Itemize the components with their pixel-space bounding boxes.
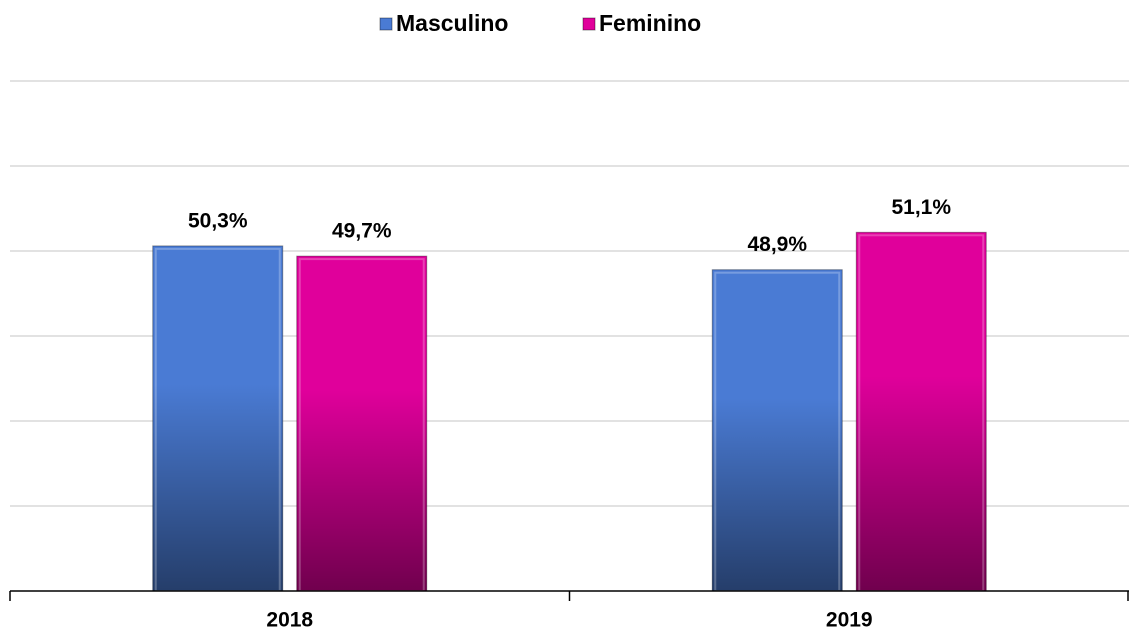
data-label: 51,1%: [891, 196, 951, 219]
bar: [296, 256, 427, 591]
data-label: 48,9%: [747, 233, 807, 256]
bar: [856, 232, 987, 592]
x-tick-label: 2018: [266, 609, 313, 632]
legend-label: Masculino: [396, 10, 508, 36]
bar: [712, 269, 843, 591]
data-label: 50,3%: [188, 209, 248, 232]
x-tick-label: 2019: [826, 609, 873, 632]
bar: [152, 245, 283, 591]
legend-label: Feminino: [599, 10, 701, 36]
legend-swatch: [379, 17, 393, 31]
data-label: 49,7%: [332, 220, 392, 243]
legend-swatch: [582, 17, 596, 31]
